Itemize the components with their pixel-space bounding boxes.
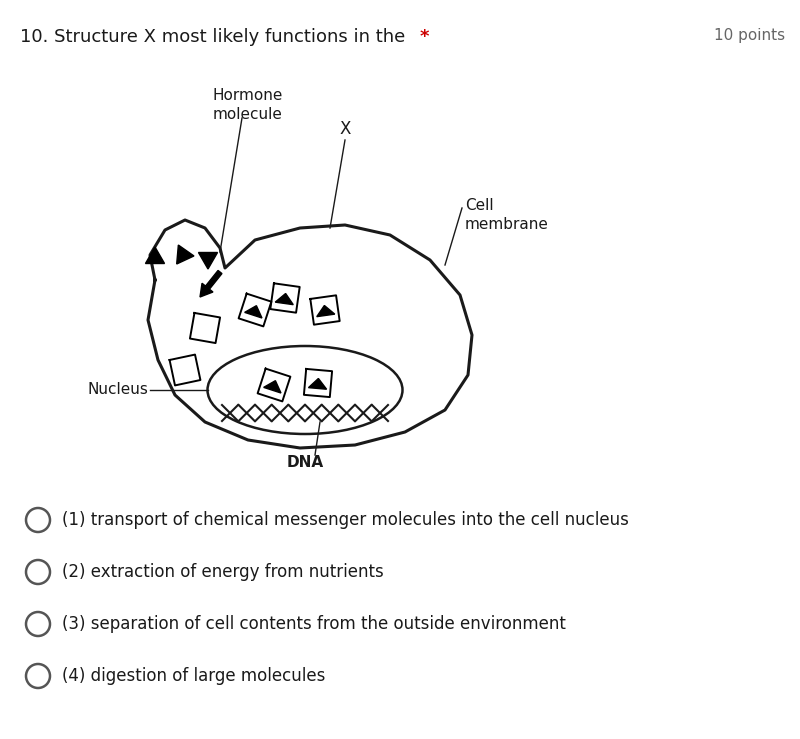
Polygon shape (198, 253, 218, 269)
Text: 10. Structure X most likely functions in the: 10. Structure X most likely functions in… (20, 28, 406, 46)
Polygon shape (264, 381, 281, 393)
Text: Nucleus: Nucleus (87, 383, 148, 398)
Polygon shape (177, 245, 194, 264)
Polygon shape (245, 306, 262, 318)
Text: 10 points: 10 points (714, 28, 785, 43)
Text: Hormone
molecule: Hormone molecule (213, 88, 283, 122)
Text: (4) digestion of large molecules: (4) digestion of large molecules (62, 667, 326, 685)
Text: (3) separation of cell contents from the outside environment: (3) separation of cell contents from the… (62, 615, 566, 633)
FancyArrow shape (200, 270, 222, 297)
Text: (1) transport of chemical messenger molecules into the cell nucleus: (1) transport of chemical messenger mole… (62, 511, 629, 529)
Text: DNA: DNA (286, 455, 323, 470)
Polygon shape (317, 305, 334, 317)
Polygon shape (275, 293, 294, 304)
Polygon shape (146, 247, 165, 264)
Polygon shape (309, 378, 326, 389)
Text: X: X (339, 120, 350, 138)
Text: *: * (420, 28, 430, 46)
Text: (2) extraction of energy from nutrients: (2) extraction of energy from nutrients (62, 563, 384, 581)
Text: Cell
membrane: Cell membrane (465, 198, 549, 231)
